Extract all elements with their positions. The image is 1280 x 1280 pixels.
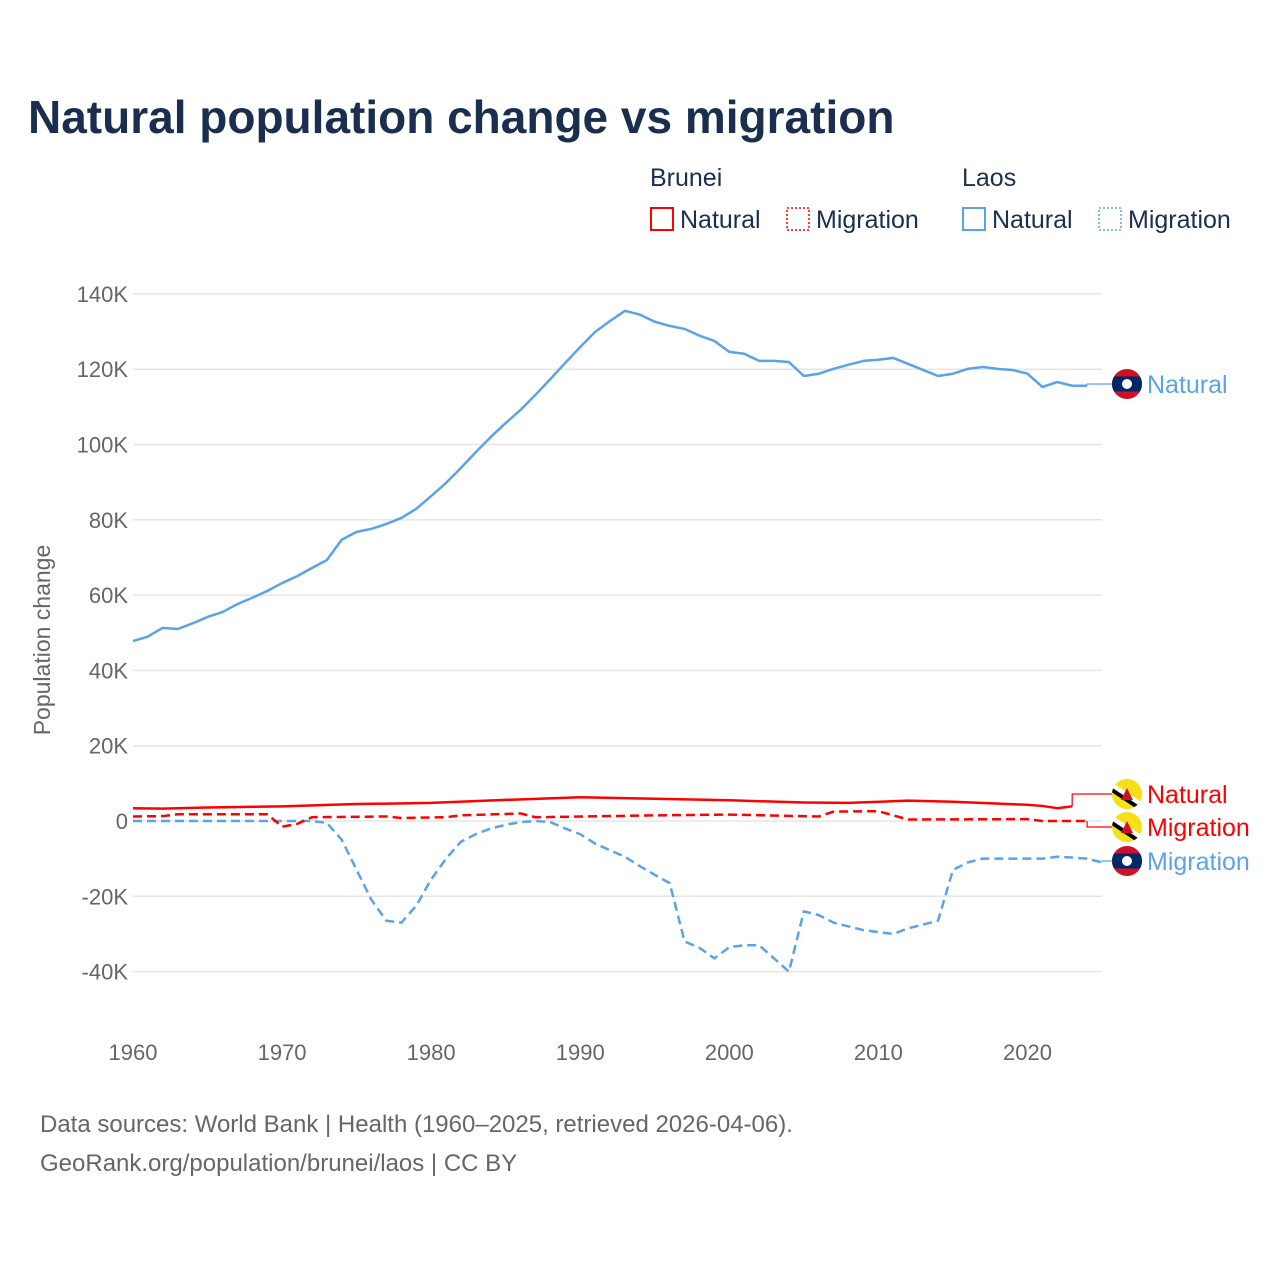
y-tick-label: 100K — [77, 433, 129, 458]
y-tick-label: 40K — [89, 658, 128, 683]
source-note: Data sources: World Bank | Health (1960–… — [40, 1111, 793, 1138]
y-tick-label: 20K — [89, 734, 128, 759]
y-tick-label: 120K — [77, 357, 129, 382]
x-tick-label: 1980 — [407, 1040, 456, 1065]
brunei-flag-icon — [1112, 812, 1142, 842]
x-tick-label: 2000 — [705, 1040, 754, 1065]
legend-item-brunei-migration[interactable]: Migration — [816, 206, 919, 234]
x-tick-label: 1970 — [258, 1040, 307, 1065]
x-tick-label: 2020 — [1003, 1040, 1052, 1065]
end-label-laos-migration: Migration — [1147, 848, 1250, 876]
legend: Brunei Natural Migration Laos Natural Migrati… — [650, 164, 1231, 234]
legend-group-laos: Laos — [962, 164, 1016, 192]
brunei-flag-icon — [1112, 779, 1142, 809]
label-connector — [1086, 383, 1112, 386]
series-line-brunei-natural[interactable] — [132, 796, 1073, 810]
legend-swatch[interactable] — [962, 207, 986, 231]
series-lines — [132, 309, 1103, 973]
label-connector — [1086, 821, 1112, 828]
legend-swatch[interactable] — [786, 207, 810, 231]
end-label-laos-natural: Natural — [1147, 371, 1228, 399]
source-link[interactable]: GeoRank.org/population/brunei/laos | CC … — [40, 1150, 517, 1177]
grid — [133, 293, 1102, 973]
label-connector — [1071, 793, 1112, 807]
y-tick-label: -40K — [82, 960, 129, 985]
end-label-brunei-migration: Migration — [1147, 814, 1250, 842]
x-tick-label: 1960 — [109, 1040, 158, 1065]
end-label-brunei-natural: Natural — [1147, 781, 1228, 809]
laos-flag-icon — [1112, 369, 1142, 399]
x-axis: 1960 1970 1980 1990 2000 2010 2020 — [109, 1040, 1052, 1065]
laos-flag-icon — [1112, 846, 1142, 876]
y-tick-label: -20K — [82, 884, 129, 909]
series-line-brunei-migration[interactable] — [132, 809, 1088, 828]
y-axis-label: Population change — [29, 545, 55, 736]
legend-item-brunei-natural[interactable]: Natural — [680, 206, 761, 234]
legend-item-laos-migration[interactable]: Migration — [1128, 206, 1231, 234]
y-tick-label: 80K — [89, 508, 128, 533]
y-axis: 140K 120K 100K 80K 60K 40K 20K 0 -20K -40K — [77, 282, 129, 985]
label-connector — [1101, 860, 1112, 863]
series-line-laos-natural[interactable] — [132, 309, 1088, 643]
legend-swatch[interactable] — [1098, 207, 1122, 231]
y-tick-label: 60K — [89, 583, 128, 608]
end-labels: Natural Migration Natural Migration — [1071, 369, 1250, 876]
x-tick-label: 2010 — [854, 1040, 903, 1065]
y-tick-label: 0 — [116, 809, 128, 834]
legend-group-brunei: Brunei — [650, 164, 722, 192]
legend-swatch[interactable] — [650, 207, 674, 231]
y-tick-label: 140K — [77, 282, 129, 307]
chart-title: Natural population change vs migration — [28, 91, 894, 143]
legend-item-laos-natural[interactable]: Natural — [992, 206, 1073, 234]
x-tick-label: 1990 — [556, 1040, 605, 1065]
